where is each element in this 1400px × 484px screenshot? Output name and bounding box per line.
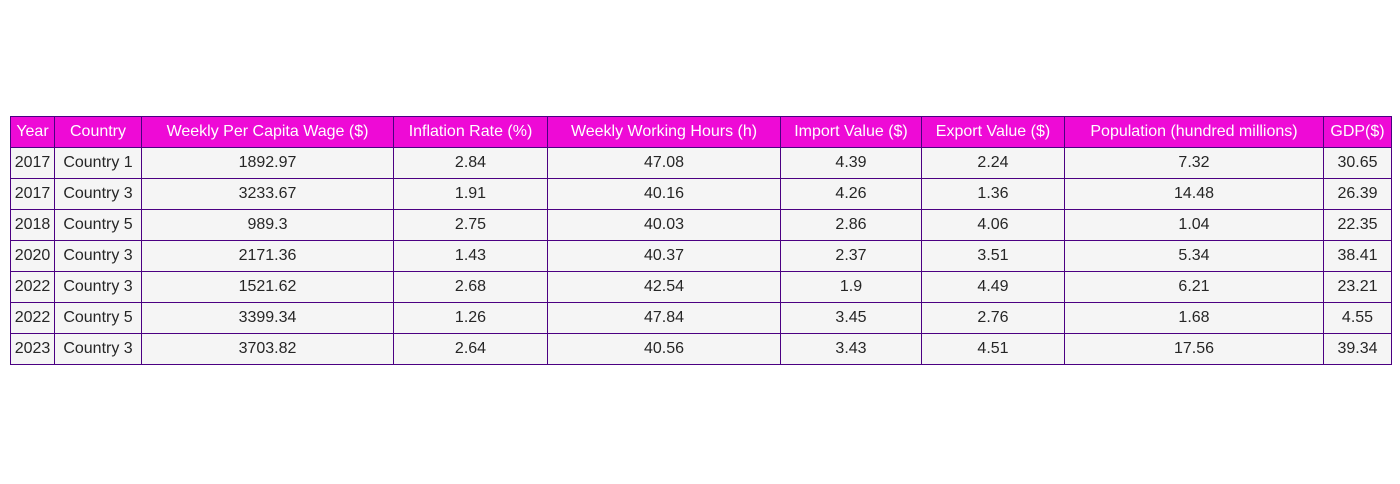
table-cell: 1.68 bbox=[1064, 302, 1324, 334]
table-body: 2017 Country 1 1892.97 2.84 47.08 4.39 2.24 7.3… bbox=[10, 147, 1392, 365]
table-cell: 4.55 bbox=[1323, 302, 1392, 334]
table-cell: 2171.36 bbox=[141, 240, 394, 272]
table-cell: 17.56 bbox=[1064, 333, 1324, 365]
table-cell: 6.21 bbox=[1064, 271, 1324, 303]
table-cell: 1.26 bbox=[393, 302, 548, 334]
table-cell: 2023 bbox=[10, 333, 55, 365]
table-row: 2020 Country 3 2171.36 1.43 40.37 2.37 3.51 5.3… bbox=[10, 240, 1392, 272]
table-cell: 1892.97 bbox=[141, 147, 394, 179]
table-cell: 2.24 bbox=[921, 147, 1065, 179]
table-cell: 2.84 bbox=[393, 147, 548, 179]
table-cell: 1.36 bbox=[921, 178, 1065, 210]
table-cell: Country 3 bbox=[54, 333, 142, 365]
column-header: GDP($) bbox=[1323, 116, 1392, 148]
table-cell: 40.37 bbox=[547, 240, 781, 272]
table-row: 2017 Country 1 1892.97 2.84 47.08 4.39 2.24 7.3… bbox=[10, 147, 1392, 179]
table-cell: 3.51 bbox=[921, 240, 1065, 272]
table-cell: 2020 bbox=[10, 240, 55, 272]
table-header-row: Year Country Weekly Per Capita Wage ($) Inf… bbox=[10, 116, 1392, 148]
column-header: Import Value ($) bbox=[780, 116, 922, 148]
table-cell: 2022 bbox=[10, 302, 55, 334]
table-cell: 2022 bbox=[10, 271, 55, 303]
table-cell: 1.9 bbox=[780, 271, 922, 303]
table-cell: 4.06 bbox=[921, 209, 1065, 241]
table-cell: 4.39 bbox=[780, 147, 922, 179]
table-cell: 2.37 bbox=[780, 240, 922, 272]
table-cell: 5.34 bbox=[1064, 240, 1324, 272]
table-cell: 1521.62 bbox=[141, 271, 394, 303]
table-cell: 2017 bbox=[10, 147, 55, 179]
table-cell: 4.51 bbox=[921, 333, 1065, 365]
table-cell: 40.56 bbox=[547, 333, 781, 365]
table-row: 2022 Country 5 3399.34 1.26 47.84 3.45 2.76 1.6… bbox=[10, 302, 1392, 334]
table-row: 2022 Country 3 1521.62 2.68 42.54 1.9 4.49 6.21… bbox=[10, 271, 1392, 303]
table-cell: 4.26 bbox=[780, 178, 922, 210]
table-cell: 4.49 bbox=[921, 271, 1065, 303]
table-cell: 22.35 bbox=[1323, 209, 1392, 241]
table-cell: 2017 bbox=[10, 178, 55, 210]
table-cell: 14.48 bbox=[1064, 178, 1324, 210]
table-cell: 989.3 bbox=[141, 209, 394, 241]
table-cell: 30.65 bbox=[1323, 147, 1392, 179]
table-cell: 38.41 bbox=[1323, 240, 1392, 272]
table-row: 2018 Country 5 989.3 2.75 40.03 2.86 4.06 1.04 2… bbox=[10, 209, 1392, 241]
table-cell: 7.32 bbox=[1064, 147, 1324, 179]
table-row: 2023 Country 3 3703.82 2.64 40.56 3.43 4.51 17.… bbox=[10, 333, 1392, 365]
table-cell: 3233.67 bbox=[141, 178, 394, 210]
table-cell: Country 3 bbox=[54, 240, 142, 272]
table-cell: Country 3 bbox=[54, 178, 142, 210]
table-cell: 3.45 bbox=[780, 302, 922, 334]
table-cell: 3399.34 bbox=[141, 302, 394, 334]
table-cell: 1.91 bbox=[393, 178, 548, 210]
table-cell: 2.76 bbox=[921, 302, 1065, 334]
table-cell: Country 5 bbox=[54, 302, 142, 334]
column-header: Population (hundred millions) bbox=[1064, 116, 1324, 148]
table-cell: 47.08 bbox=[547, 147, 781, 179]
column-header: Weekly Working Hours (h) bbox=[547, 116, 781, 148]
table-cell: 2.86 bbox=[780, 209, 922, 241]
table-row: 2017 Country 3 3233.67 1.91 40.16 4.26 1.36 14.… bbox=[10, 178, 1392, 210]
table-cell: 1.04 bbox=[1064, 209, 1324, 241]
table-cell: Country 1 bbox=[54, 147, 142, 179]
column-header: Country bbox=[54, 116, 142, 148]
column-header: Weekly Per Capita Wage ($) bbox=[141, 116, 394, 148]
column-header: Inflation Rate (%) bbox=[393, 116, 548, 148]
table-cell: 2018 bbox=[10, 209, 55, 241]
column-header: Export Value ($) bbox=[921, 116, 1065, 148]
table-cell: 3.43 bbox=[780, 333, 922, 365]
table-cell: 2.68 bbox=[393, 271, 548, 303]
table-cell: Country 5 bbox=[54, 209, 142, 241]
table-cell: Country 3 bbox=[54, 271, 142, 303]
table-cell: 2.75 bbox=[393, 209, 548, 241]
table-cell: 1.43 bbox=[393, 240, 548, 272]
data-table: Year Country Weekly Per Capita Wage ($) Inf… bbox=[10, 116, 1392, 365]
table-cell: 40.03 bbox=[547, 209, 781, 241]
table-cell: 40.16 bbox=[547, 178, 781, 210]
table-cell: 42.54 bbox=[547, 271, 781, 303]
table-cell: 26.39 bbox=[1323, 178, 1392, 210]
table-cell: 3703.82 bbox=[141, 333, 394, 365]
table-cell: 23.21 bbox=[1323, 271, 1392, 303]
table-cell: 2.64 bbox=[393, 333, 548, 365]
table-cell: 47.84 bbox=[547, 302, 781, 334]
table-cell: 39.34 bbox=[1323, 333, 1392, 365]
column-header: Year bbox=[10, 116, 55, 148]
